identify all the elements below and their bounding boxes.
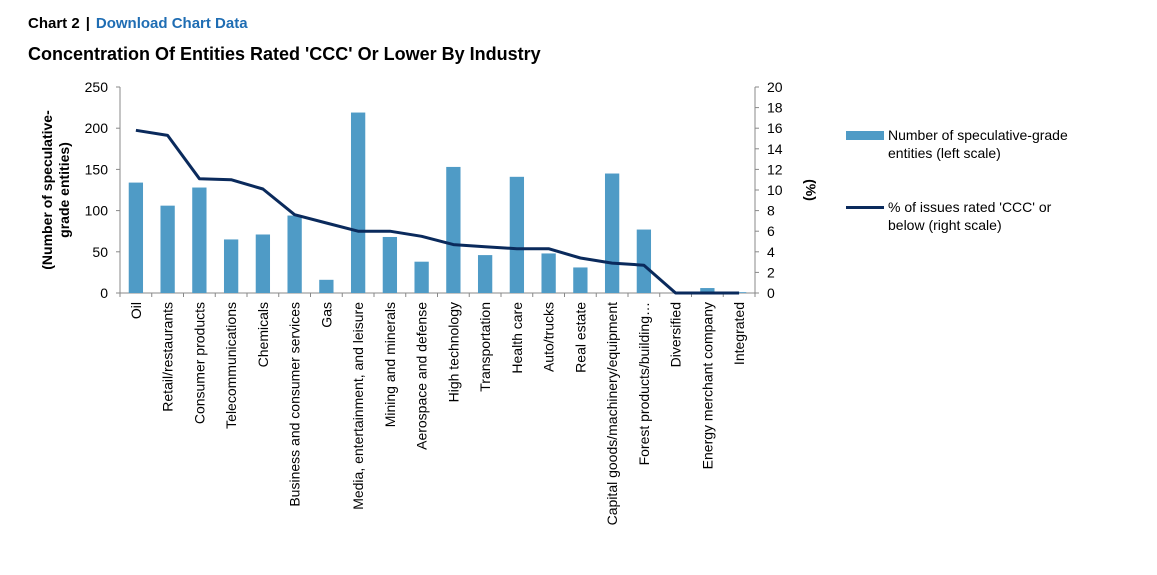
- left-axis-title-line: grade entities): [56, 142, 72, 238]
- left-tick-label: 0: [100, 285, 108, 301]
- left-tick-label: 50: [92, 244, 108, 260]
- right-tick-label: 14: [767, 141, 783, 157]
- right-tick-label: 12: [767, 161, 783, 177]
- right-axis-title: (%): [803, 179, 819, 201]
- x-tick-label: Business and consumer services: [287, 302, 303, 507]
- left-tick-label: 200: [85, 120, 109, 136]
- right-tick-label: 18: [767, 100, 783, 116]
- chart-number: Chart 2: [28, 15, 80, 32]
- right-tick-label: 4: [767, 244, 775, 260]
- bar: [477, 255, 493, 293]
- bar: [192, 187, 207, 293]
- x-tick-label: Aerospace and defense: [414, 302, 430, 450]
- right-tick-label: 2: [767, 264, 775, 280]
- x-tick-label: Diversified: [668, 302, 684, 367]
- x-tick-label: Oil: [128, 302, 144, 319]
- x-tick-label: Health care: [509, 302, 525, 374]
- left-tick-label: 150: [85, 161, 109, 177]
- left-axis-title-line: (Number of speculative-: [39, 110, 55, 270]
- x-tick-label: Retail/restaurants: [160, 302, 176, 412]
- legend-bar-label: Number of speculative-grade entities (le…: [888, 127, 1068, 161]
- left-tick-label: 100: [85, 203, 109, 219]
- x-tick-label: Consumer products: [191, 302, 207, 424]
- legend-line-swatch: [846, 206, 884, 209]
- bar: [160, 205, 175, 293]
- chart-title: Concentration Of Entities Rated 'CCC' Or…: [28, 44, 541, 64]
- bar: [350, 112, 366, 293]
- x-tick-label: Real estate: [572, 302, 588, 373]
- x-tick-label: Media, entertainment, and leisure: [350, 302, 366, 510]
- bar: [573, 267, 588, 293]
- series-line: [135, 128, 740, 295]
- legend-item-line: % of issues rated 'CCC' or below (right …: [846, 198, 1073, 234]
- x-tick-label: Telecommunications: [223, 302, 239, 429]
- legend-bar-swatch: [846, 131, 884, 140]
- right-tick-label: 10: [767, 182, 783, 198]
- bar: [731, 292, 747, 293]
- x-tick-label: Auto/trucks: [541, 302, 557, 372]
- bar: [319, 279, 334, 293]
- right-tick-label: 20: [767, 79, 783, 95]
- x-tick-label: Mining and minerals: [382, 302, 398, 427]
- x-tick-label: Integrated: [731, 302, 747, 365]
- x-tick-label: Energy merchant company: [699, 302, 715, 469]
- x-tick-label: Transportation: [477, 302, 493, 392]
- x-tick-label: Capital goods/machinery/equipment: [604, 302, 620, 525]
- chart-header: Chart 2 | Download Chart Data: [28, 15, 248, 32]
- bar: [541, 253, 556, 293]
- bar: [128, 182, 144, 293]
- bar: [509, 176, 525, 293]
- right-tick-label: 16: [767, 120, 783, 136]
- x-tick-label: Gas: [318, 302, 334, 328]
- legend-line-label: % of issues rated 'CCC' or below (right …: [888, 199, 1052, 233]
- bar: [446, 166, 461, 293]
- download-chart-data-link[interactable]: Download Chart Data: [95, 15, 248, 32]
- right-tick-label: 0: [767, 285, 775, 301]
- bar: [700, 288, 715, 293]
- right-tick-label: 6: [767, 223, 775, 239]
- right-tick-label: 8: [767, 203, 775, 219]
- bar: [636, 229, 652, 293]
- x-tick-label: High technology: [445, 302, 461, 402]
- bar: [223, 239, 239, 293]
- bar: [287, 215, 302, 293]
- x-tick-label: Forest products/building…: [636, 302, 652, 465]
- bar: [604, 173, 620, 293]
- bar: [382, 236, 398, 293]
- bar: [255, 234, 271, 293]
- bar: [414, 261, 429, 293]
- left-tick-label: 250: [85, 79, 109, 95]
- header-separator: |: [85, 15, 90, 32]
- left-axis-title: (Number of speculative-grade entities): [39, 110, 72, 270]
- x-tick-label: Chemicals: [255, 302, 271, 367]
- legend-item-bars: Number of speculative-grade entities (le…: [846, 126, 1073, 162]
